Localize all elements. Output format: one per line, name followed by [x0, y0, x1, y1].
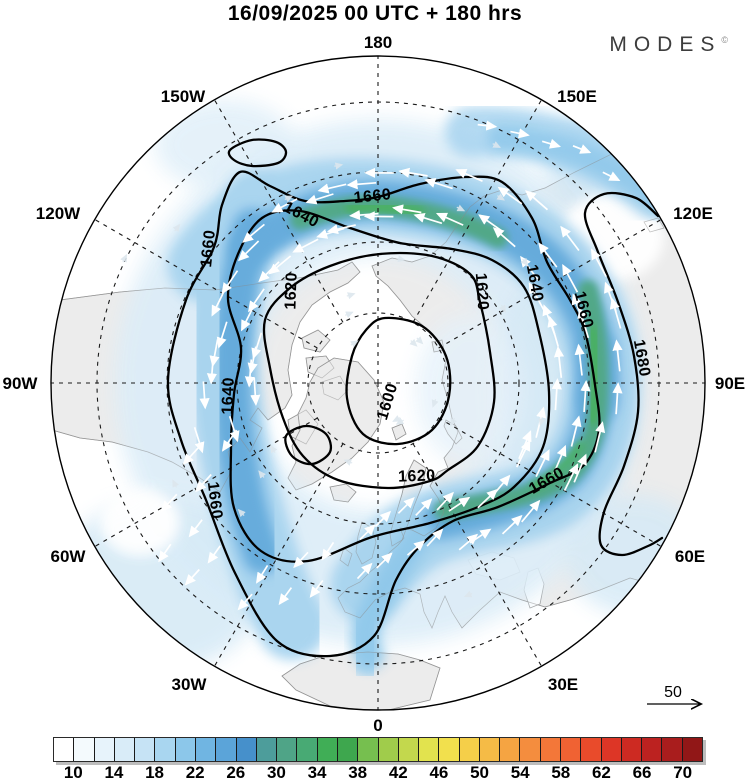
colorbar-cell	[560, 738, 581, 761]
colorbar-cell	[154, 738, 175, 761]
contour-label-1660-lowerleft: 1660	[204, 481, 225, 520]
longitude-labels: 180 150E 120E 90E 60E 30E 0 30W 60W 90W …	[3, 33, 746, 734]
colorbar-tick-label: 10	[63, 763, 83, 782]
colorbar-tick-labels: 10 14 18 22 26 30 34 38 42 46 50 54 58 62 66 70	[53, 761, 703, 782]
lon-label-150w: 150W	[161, 87, 206, 106]
colorbar-cell	[377, 738, 398, 761]
colorbar-cell	[580, 738, 601, 761]
colorbar-cell	[600, 738, 621, 761]
lon-label-90w: 90W	[3, 374, 39, 393]
colorbar-cell	[235, 738, 256, 761]
wind-speed-colorbar	[53, 737, 703, 762]
colorbar-cell	[54, 738, 74, 761]
colorbar-cell	[255, 738, 277, 761]
contour-label-1660-top: 1660	[353, 186, 392, 207]
colorbar-tick-label: 66	[632, 763, 652, 782]
colorbar-cell	[661, 738, 682, 761]
modes-logo-mark: ©	[721, 35, 728, 45]
lon-label-150e: 150E	[557, 87, 597, 106]
wind-reference: 50	[647, 684, 700, 704]
colorbar-tick-label: 18	[145, 763, 165, 782]
colorbar-cell	[620, 738, 642, 761]
lon-label-60e: 60E	[675, 547, 705, 566]
colorbar-tick-label: 34	[307, 763, 327, 782]
colorbar-tick-label: 62	[591, 763, 611, 782]
colorbar-cell	[316, 738, 337, 761]
colorbar-tick-label: 38	[348, 763, 368, 782]
colorbar-cell	[357, 738, 378, 761]
colorbar-tick-label: 42	[388, 763, 408, 782]
lon-label-90e: 90E	[715, 374, 745, 393]
colorbar-cell	[519, 738, 540, 761]
contour-label-1660-upperleft: 1660	[198, 229, 219, 268]
colorbar-cell	[336, 738, 358, 761]
colorbar-cell	[215, 738, 236, 761]
modes-logo: MODES©	[609, 33, 728, 57]
lon-label-30e: 30E	[548, 675, 578, 694]
colorbar-cell	[418, 738, 439, 761]
colorbar-cell	[499, 738, 520, 761]
colorbar-cell	[194, 738, 216, 761]
contour-label-1620-right: 1620	[472, 272, 492, 311]
contour-label-1620-bottom: 1620	[398, 467, 436, 485]
colorbar-cell	[276, 738, 297, 761]
lon-label-120w: 120W	[36, 204, 81, 223]
colorbar-cell	[438, 738, 459, 761]
map-boundary-circle	[50, 55, 706, 711]
colorbar-tick-label: 30	[266, 763, 286, 782]
colorbar-cell	[641, 738, 662, 761]
colorbar-cell	[134, 738, 155, 761]
colorbar-tick-label: 50	[470, 763, 490, 782]
colorbar-tick-label: 22	[185, 763, 205, 782]
wind-arrows	[120, 120, 649, 611]
weather-map: 1600 1620 1620 1620 1640 1640 1640 1660 …	[3, 33, 746, 734]
lon-label-120e: 120E	[673, 204, 713, 223]
colorbar-tick-label: 70	[673, 763, 693, 782]
colorbar-tick-label: 14	[104, 763, 124, 782]
colorbar-tick-label: 58	[551, 763, 571, 782]
contour-label-1640-right: 1640	[523, 263, 546, 303]
contour-label-1640-left: 1640	[219, 377, 237, 415]
colorbar-cell	[113, 738, 135, 761]
colorbar-cell	[296, 738, 317, 761]
lon-label-180: 180	[364, 33, 392, 52]
lon-label-0: 0	[373, 716, 382, 734]
colorbar-cell	[73, 738, 94, 761]
colorbar-cell	[681, 738, 702, 761]
chart-title: 16/09/2025 00 UTC + 180 hrs	[227, 2, 523, 25]
colorbar-tick-label: 26	[226, 763, 246, 782]
colorbar-tick-label: 54	[510, 763, 530, 782]
lon-label-30w: 30W	[172, 675, 208, 694]
colorbar-cell	[539, 738, 561, 761]
colorbar-cell	[397, 738, 419, 761]
colorbar-tick-label: 46	[429, 763, 449, 782]
colorbar-cell	[174, 738, 195, 761]
contour-label-1680: 1680	[630, 338, 653, 378]
wind-reference-label: 50	[664, 684, 682, 701]
colorbar-cell	[458, 738, 479, 761]
modes-logo-text: MODES	[609, 33, 722, 56]
lon-label-60w: 60W	[51, 547, 87, 566]
colorbar-cell	[478, 738, 500, 761]
colorbar-cell	[93, 738, 114, 761]
contour-label-1620-left: 1620	[282, 272, 300, 310]
